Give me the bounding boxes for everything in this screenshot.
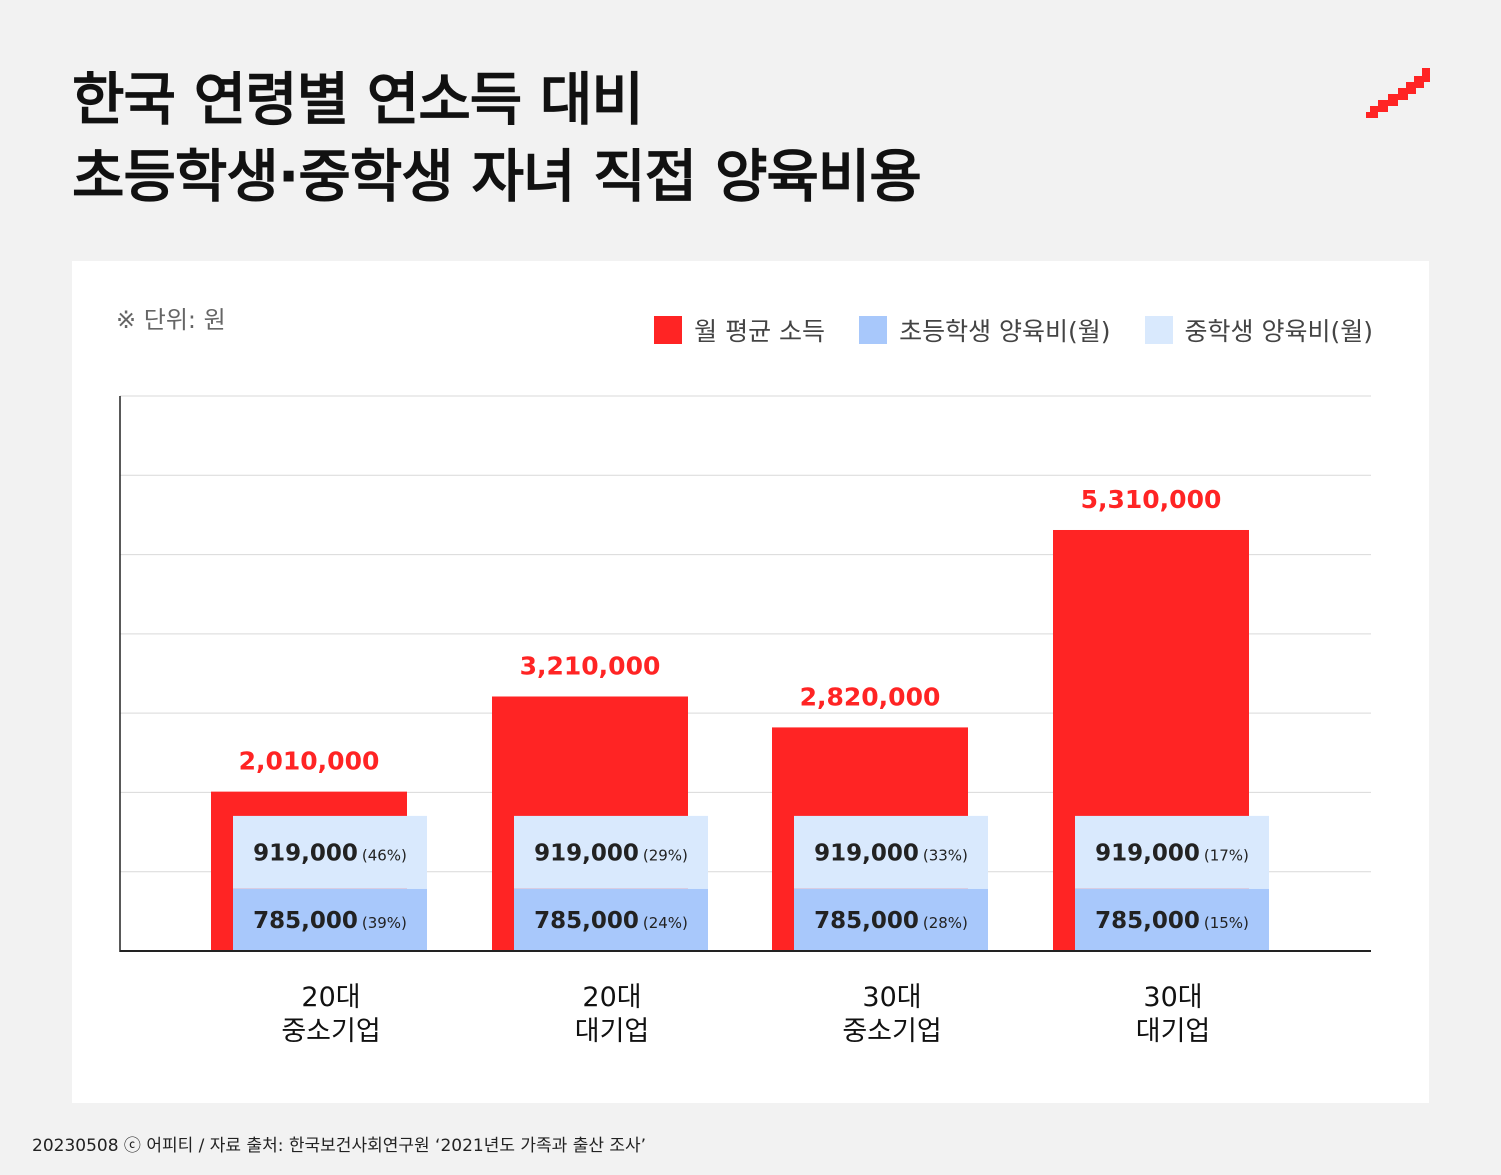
middle-school-cost-bar [514, 815, 708, 889]
elementary-cost-label: 785,000 (39%) [253, 908, 407, 934]
chart-title-line-1: 한국 연령별 연소득 대비 [72, 67, 644, 133]
unit-note: ※ 단위: 원 [116, 306, 226, 334]
x-tick-label: 중소기업 [842, 1016, 941, 1047]
income-value-label: 3,210,000 [520, 651, 661, 680]
x-tick-label: 30대 [1143, 982, 1202, 1013]
x-tick-label: 대기업 [575, 1016, 650, 1047]
x-tick-label: 중소기업 [281, 1016, 380, 1047]
legend-item-middle: 중학생 양육비(월) [1144, 312, 1373, 348]
middle-school-cost-bar [794, 815, 988, 889]
elementary-cost-label: 785,000 (28%) [814, 908, 968, 934]
middle-school-cost-label: 919,000 (46%) [253, 840, 407, 866]
legend-label-elementary: 초등학생 양육비(월) [899, 317, 1111, 346]
elementary-cost-bar [514, 888, 708, 951]
brand-logo-icon [1366, 68, 1430, 118]
legend-swatch-elementary [859, 316, 888, 344]
income-value-label: 2,010,000 [239, 747, 380, 776]
x-tick-label: 20대 [301, 982, 360, 1013]
elementary-cost-bar [794, 888, 988, 951]
legend-swatch-middle [1144, 316, 1173, 344]
x-tick-label: 30대 [862, 982, 921, 1013]
elementary-cost-bar [233, 888, 427, 951]
income-value-label: 5,310,000 [1081, 485, 1222, 514]
middle-school-cost-bar [1075, 815, 1269, 889]
legend-swatch-income [654, 316, 683, 344]
elementary-cost-bar [1075, 888, 1269, 951]
legend-item-income: 월 평균 소득 [654, 312, 825, 348]
middle-school-cost-label: 919,000 (29%) [534, 840, 688, 866]
legend-label-middle: 중학생 양육비(월) [1184, 317, 1373, 346]
elementary-cost-label: 785,000 (15%) [1095, 908, 1249, 934]
x-tick-label: 대기업 [1136, 1016, 1211, 1047]
legend-label-income: 월 평균 소득 [694, 317, 826, 346]
middle-school-cost-label: 919,000 (33%) [814, 840, 968, 866]
chart-legend: 월 평균 소득 초등학생 양육비(월) 중학생 양육비(월) [654, 312, 1373, 348]
chart-title-line-2: 초등학생·중학생 자녀 직접 양육비용 [72, 144, 922, 210]
elementary-cost-label: 785,000 (24%) [534, 908, 688, 934]
middle-school-cost-bar [233, 815, 427, 889]
middle-school-cost-label: 919,000 (17%) [1095, 840, 1249, 866]
source-footer: 20230508 ⓒ 어피티 / 자료 출처: 한국보건사회연구원 ‘2021년… [32, 1136, 647, 1156]
legend-item-elementary: 초등학생 양육비(월) [859, 312, 1111, 348]
x-tick-label: 20대 [582, 982, 641, 1013]
chart-title: 한국 연령별 연소득 대비 초등학생·중학생 자녀 직접 양육비용 [72, 62, 922, 216]
income-value-label: 2,820,000 [800, 682, 941, 711]
